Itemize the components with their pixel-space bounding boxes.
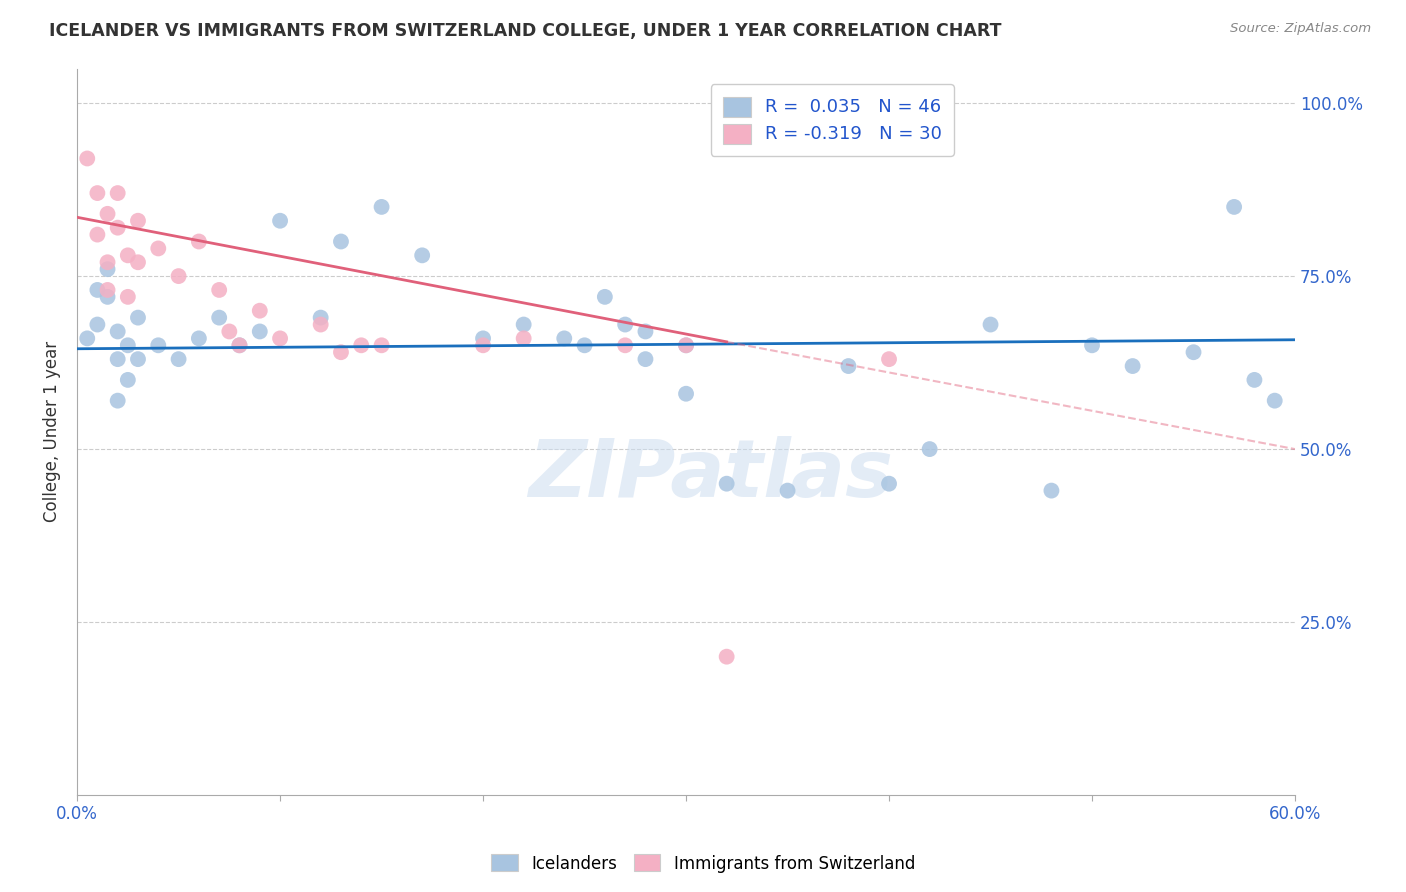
Point <box>370 338 392 352</box>
Point <box>309 310 332 325</box>
Point <box>96 262 118 277</box>
Point <box>249 325 271 339</box>
Point <box>1081 338 1104 352</box>
Point <box>675 386 697 401</box>
Point <box>877 476 900 491</box>
Point <box>148 242 170 256</box>
Point <box>187 331 209 345</box>
Point <box>350 338 373 352</box>
Point <box>370 200 392 214</box>
Y-axis label: College, Under 1 year: College, Under 1 year <box>44 342 60 523</box>
Point <box>614 338 637 352</box>
Point <box>512 331 534 345</box>
Point <box>472 338 495 352</box>
Point <box>117 290 139 304</box>
Point <box>269 331 291 345</box>
Text: ICELANDER VS IMMIGRANTS FROM SWITZERLAND COLLEGE, UNDER 1 YEAR CORRELATION CHART: ICELANDER VS IMMIGRANTS FROM SWITZERLAND… <box>49 22 1001 40</box>
Point <box>716 649 738 664</box>
Point <box>187 235 209 249</box>
Point <box>675 338 697 352</box>
Point <box>330 235 353 249</box>
Text: ZIPatlas: ZIPatlas <box>527 436 893 515</box>
Point <box>107 325 129 339</box>
Point <box>716 476 738 491</box>
Legend: Icelanders, Immigrants from Switzerland: Icelanders, Immigrants from Switzerland <box>485 847 921 880</box>
Point <box>330 345 353 359</box>
Point <box>228 338 250 352</box>
Legend: R =  0.035   N = 46, R = -0.319   N = 30: R = 0.035 N = 46, R = -0.319 N = 30 <box>711 85 953 156</box>
Point <box>76 331 98 345</box>
Point <box>776 483 799 498</box>
Point <box>472 331 495 345</box>
Point <box>107 393 129 408</box>
Point <box>553 331 575 345</box>
Point <box>127 352 149 367</box>
Point <box>127 255 149 269</box>
Point <box>107 352 129 367</box>
Point <box>86 283 108 297</box>
Point <box>675 338 697 352</box>
Point <box>593 290 616 304</box>
Point <box>837 359 859 373</box>
Point <box>148 338 170 352</box>
Point <box>218 325 240 339</box>
Point <box>167 269 190 284</box>
Point <box>269 213 291 227</box>
Point <box>1243 373 1265 387</box>
Point <box>634 325 657 339</box>
Point <box>167 352 190 367</box>
Point <box>107 220 129 235</box>
Point <box>634 352 657 367</box>
Point <box>1040 483 1063 498</box>
Point <box>127 213 149 227</box>
Point <box>208 310 231 325</box>
Point <box>117 373 139 387</box>
Point <box>1122 359 1144 373</box>
Point <box>86 318 108 332</box>
Point <box>86 186 108 200</box>
Point <box>512 318 534 332</box>
Point <box>107 186 129 200</box>
Point <box>96 255 118 269</box>
Point <box>117 338 139 352</box>
Point <box>1264 393 1286 408</box>
Point <box>249 303 271 318</box>
Point <box>86 227 108 242</box>
Text: Source: ZipAtlas.com: Source: ZipAtlas.com <box>1230 22 1371 36</box>
Point <box>309 318 332 332</box>
Point <box>228 338 250 352</box>
Point <box>1223 200 1246 214</box>
Point <box>96 283 118 297</box>
Point <box>614 318 637 332</box>
Point <box>574 338 596 352</box>
Point <box>76 152 98 166</box>
Point <box>411 248 433 262</box>
Point <box>96 290 118 304</box>
Point <box>127 310 149 325</box>
Point <box>980 318 1002 332</box>
Point <box>918 442 941 456</box>
Point <box>208 283 231 297</box>
Point <box>96 207 118 221</box>
Point <box>877 352 900 367</box>
Point <box>1182 345 1205 359</box>
Point <box>117 248 139 262</box>
